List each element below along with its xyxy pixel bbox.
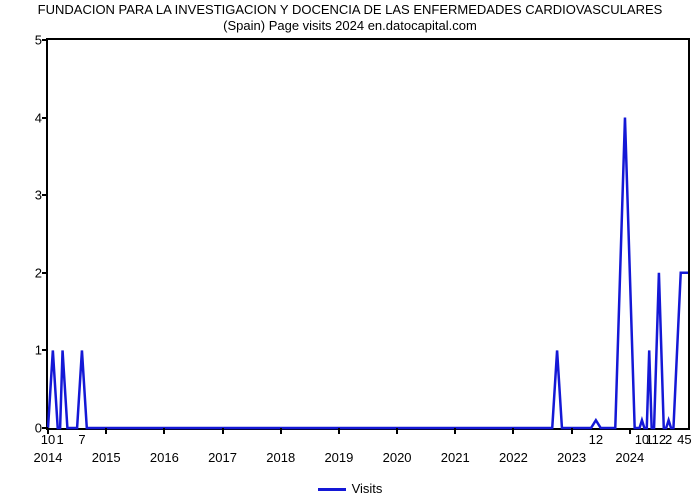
x-point-label: 4 xyxy=(677,432,684,447)
x-year-label: 2020 xyxy=(383,450,412,465)
legend-swatch xyxy=(318,488,346,491)
title-line1: FUNDACION PARA LA INVESTIGACION Y DOCENC… xyxy=(38,2,663,17)
x-year-label: 2014 xyxy=(34,450,63,465)
x-tick-mark xyxy=(105,428,107,434)
legend-label: Visits xyxy=(352,481,383,496)
y-tick-label: 2 xyxy=(12,265,42,280)
y-tick-label: 4 xyxy=(12,110,42,125)
x-tick-mark xyxy=(629,428,631,434)
y-tick-mark xyxy=(42,349,48,351)
x-tick-mark xyxy=(454,428,456,434)
x-point-label: 12 xyxy=(652,432,666,447)
x-tick-mark xyxy=(512,428,514,434)
plot-area: 0123452014201520162017201820192020202120… xyxy=(46,38,690,430)
x-year-label: 2017 xyxy=(208,450,237,465)
x-year-label: 2022 xyxy=(499,450,528,465)
y-tick-mark xyxy=(42,117,48,119)
y-tick-mark xyxy=(42,39,48,41)
x-point-label: 5 xyxy=(684,432,691,447)
x-year-label: 2019 xyxy=(324,450,353,465)
title-line2: (Spain) Page visits 2024 en.datocapital.… xyxy=(223,18,477,33)
y-tick-mark xyxy=(42,194,48,196)
x-point-label: 10 xyxy=(41,432,55,447)
y-tick-label: 3 xyxy=(12,188,42,203)
x-tick-mark xyxy=(280,428,282,434)
x-tick-mark xyxy=(222,428,224,434)
chart-container: FUNDACION PARA LA INVESTIGACION Y DOCENC… xyxy=(0,0,700,500)
x-year-label: 2021 xyxy=(441,450,470,465)
x-tick-mark xyxy=(163,428,165,434)
x-year-label: 2016 xyxy=(150,450,179,465)
y-tick-label: 1 xyxy=(12,343,42,358)
x-year-label: 2024 xyxy=(615,450,644,465)
x-year-label: 2023 xyxy=(557,450,586,465)
x-tick-mark xyxy=(396,428,398,434)
x-year-label: 2015 xyxy=(92,450,121,465)
x-point-label: 1 xyxy=(56,432,63,447)
x-year-label: 2018 xyxy=(266,450,295,465)
chart-title: FUNDACION PARA LA INVESTIGACION Y DOCENC… xyxy=(0,2,700,33)
x-point-label: 7 xyxy=(78,432,85,447)
y-tick-mark xyxy=(42,272,48,274)
x-point-label: 12 xyxy=(589,432,603,447)
x-tick-mark xyxy=(338,428,340,434)
legend: Visits xyxy=(0,481,700,496)
visits-line xyxy=(48,40,688,428)
y-tick-label: 5 xyxy=(12,33,42,48)
x-point-label: 2 xyxy=(665,432,672,447)
y-tick-label: 0 xyxy=(12,421,42,436)
x-tick-mark xyxy=(571,428,573,434)
